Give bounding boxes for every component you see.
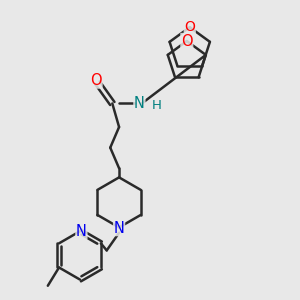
Text: N: N <box>134 96 145 111</box>
Text: N: N <box>114 220 124 236</box>
Text: N: N <box>76 224 87 239</box>
Text: H: H <box>152 99 162 112</box>
Text: O: O <box>90 73 102 88</box>
Text: O: O <box>184 20 195 34</box>
Text: O: O <box>181 34 193 49</box>
